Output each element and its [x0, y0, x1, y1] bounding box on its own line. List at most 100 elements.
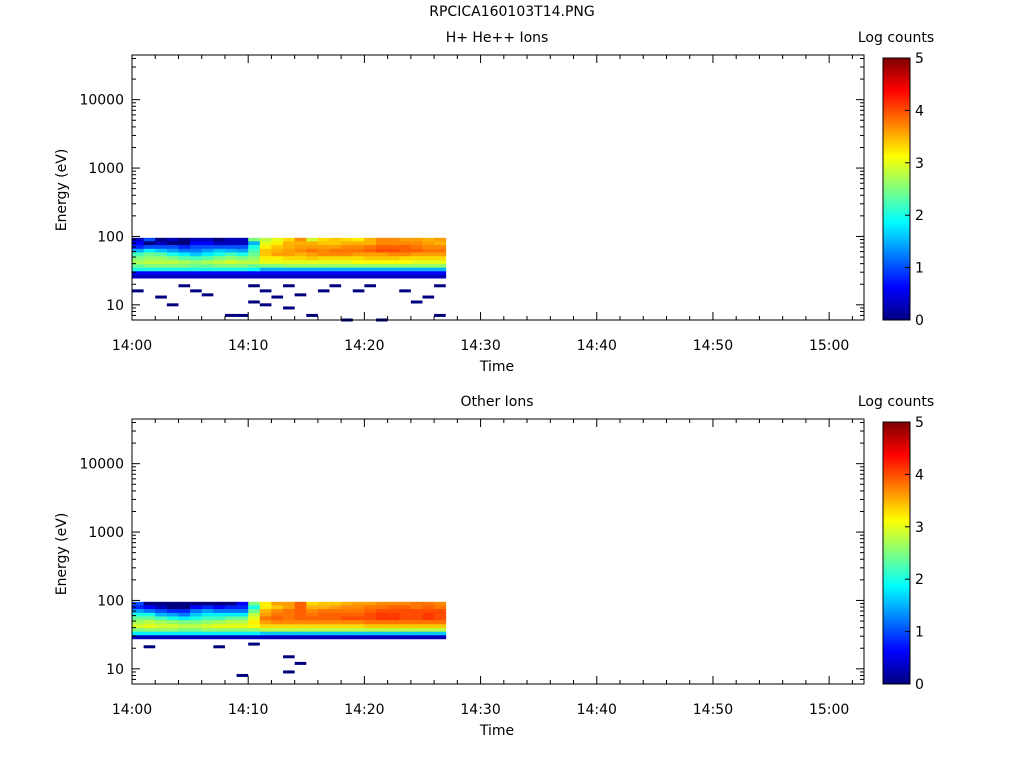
heatmap-cell — [364, 264, 377, 269]
heatmap-cell — [364, 245, 377, 250]
heatmap-cell — [166, 256, 179, 261]
heatmap-cell — [236, 260, 249, 265]
heatmap-cell — [271, 612, 284, 617]
heatmap-cell — [190, 248, 203, 253]
colorbar-tick-label: 1 — [915, 261, 924, 277]
heatmap-cell — [132, 260, 145, 265]
heatmap-cell — [143, 248, 156, 253]
heatmap-cell — [329, 271, 342, 276]
y-tick-label: 10 — [106, 662, 124, 678]
heatmap-cell — [387, 624, 400, 629]
heatmap-cell — [434, 631, 447, 636]
x-tick-label: 14:00 — [112, 338, 152, 354]
heatmap-cell — [201, 274, 214, 279]
heatmap-cell — [410, 256, 423, 261]
heatmap-cell — [352, 274, 365, 279]
heatmap-cell — [329, 631, 342, 636]
heatmap-cell — [248, 631, 261, 636]
heatmap-cell — [259, 260, 272, 265]
heatmap-cell — [178, 237, 191, 242]
heatmap-cell — [341, 624, 354, 629]
heatmap-cell — [201, 264, 214, 269]
heatmap-cell — [364, 620, 377, 625]
colorbar-label: Log counts — [858, 394, 934, 410]
heatmap-cell — [306, 248, 319, 253]
heatmap-cell — [224, 264, 237, 269]
heatmap-cell — [364, 628, 377, 633]
heatmap-cell — [399, 601, 412, 606]
heatmap-cell — [387, 252, 400, 257]
heatmap-cell — [352, 631, 365, 636]
sparse-count-cell — [224, 313, 237, 317]
heatmap-cell — [259, 274, 272, 279]
y-tick-label: 100 — [97, 229, 124, 245]
colorbar-tick-label: 3 — [915, 156, 924, 172]
heatmap-cell — [352, 245, 365, 250]
heatmap-cell — [410, 631, 423, 636]
heatmap-cell — [399, 248, 412, 253]
heatmap-cell — [143, 252, 156, 257]
heatmap-cell — [329, 620, 342, 625]
heatmap-cell — [259, 624, 272, 629]
heatmap-cell — [434, 256, 447, 261]
heatmap-cell — [317, 252, 330, 257]
heatmap-cell — [352, 616, 365, 621]
heatmap-cell — [271, 267, 284, 272]
heatmap-cell — [341, 256, 354, 261]
heatmap-cell — [271, 274, 284, 279]
heatmap-cell — [236, 616, 249, 621]
heatmap-cell — [132, 237, 145, 242]
colorbar-tick-label: 2 — [915, 572, 924, 588]
sparse-count-cell — [201, 293, 214, 297]
heatmap-cell — [294, 628, 307, 633]
y-tick-label: 1000 — [88, 525, 124, 541]
heatmap-cell — [259, 264, 272, 269]
heatmap-cell — [422, 241, 435, 246]
heatmap-cell — [364, 267, 377, 272]
heatmap-cell — [248, 260, 261, 265]
sparse-count-cell — [306, 313, 318, 317]
heatmap-cell — [283, 635, 296, 640]
heatmap-cell — [317, 245, 330, 250]
heatmap-cell — [387, 260, 400, 265]
heatmap-cell — [341, 241, 354, 246]
sparse-count-cell — [248, 642, 260, 646]
heatmap-cell — [155, 624, 168, 629]
heatmap-cell — [248, 635, 261, 640]
heatmap-cell — [143, 271, 156, 276]
heatmap-cell — [224, 631, 237, 636]
heatmap-cell — [294, 248, 307, 253]
heatmap-cell — [399, 264, 412, 269]
heatmap-cell — [190, 241, 203, 246]
colorbar-label: Log counts — [858, 30, 934, 46]
heatmap-cell — [236, 237, 249, 242]
heatmap-cell — [236, 624, 249, 629]
x-tick-label: 14:10 — [228, 702, 268, 718]
heatmap-cell — [410, 248, 423, 253]
heatmap-cell — [410, 264, 423, 269]
heatmap-cell — [236, 601, 249, 606]
heatmap-cell — [213, 605, 226, 610]
heatmap-cell — [224, 620, 237, 625]
heatmap-cell — [283, 624, 296, 629]
heatmap-cell — [271, 635, 284, 640]
heatmap-cell — [352, 620, 365, 625]
heatmap-cell — [376, 624, 389, 629]
heatmap-cell — [294, 237, 307, 242]
heatmap-cell — [294, 605, 307, 610]
heatmap-cell — [434, 620, 447, 625]
heatmap-cell — [341, 274, 354, 279]
heatmap-cell — [422, 635, 435, 640]
heatmap-cell — [178, 631, 191, 636]
heatmap-cell — [271, 620, 284, 625]
heatmap-cell — [236, 628, 249, 633]
heatmap-cell — [190, 609, 203, 614]
heatmap-cell — [271, 271, 284, 276]
heatmap-cell — [352, 624, 365, 629]
sparse-count-cell — [213, 645, 225, 649]
x-tick-label: 14:00 — [112, 702, 152, 718]
heatmap-cell — [422, 612, 435, 617]
heatmap-cell — [201, 601, 214, 606]
heatmap-cell — [422, 631, 435, 636]
heatmap-cell — [166, 264, 179, 269]
